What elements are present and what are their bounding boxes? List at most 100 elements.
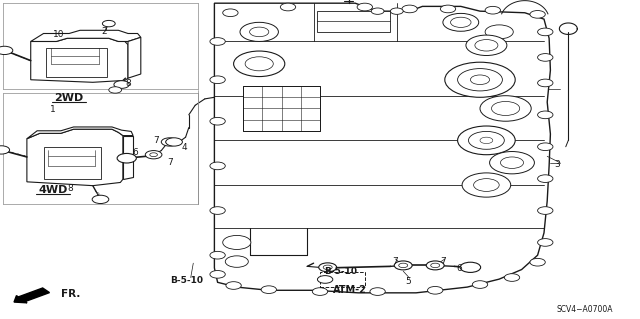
Text: 7: 7 xyxy=(440,257,445,266)
Text: ATM-2: ATM-2 xyxy=(333,285,367,295)
Circle shape xyxy=(323,265,332,270)
Text: 2: 2 xyxy=(101,27,106,36)
Circle shape xyxy=(250,27,269,37)
Text: 3: 3 xyxy=(554,160,559,169)
Circle shape xyxy=(445,62,515,97)
Text: FR.: FR. xyxy=(61,289,80,299)
Circle shape xyxy=(210,38,225,45)
Circle shape xyxy=(538,28,553,36)
Circle shape xyxy=(317,276,333,283)
Circle shape xyxy=(431,263,440,268)
Circle shape xyxy=(370,288,385,295)
Circle shape xyxy=(371,8,384,14)
Text: B-5-10: B-5-10 xyxy=(324,267,357,276)
Circle shape xyxy=(166,138,182,146)
Circle shape xyxy=(474,179,499,191)
Circle shape xyxy=(210,207,225,214)
Circle shape xyxy=(117,153,136,163)
Circle shape xyxy=(210,271,225,278)
Text: 7: 7 xyxy=(154,137,159,145)
Circle shape xyxy=(500,157,524,168)
Bar xyxy=(317,11,390,32)
Circle shape xyxy=(470,75,490,85)
Circle shape xyxy=(443,13,479,31)
Circle shape xyxy=(538,207,553,214)
Text: 1: 1 xyxy=(50,105,55,114)
Circle shape xyxy=(485,25,513,39)
Circle shape xyxy=(460,262,481,272)
Bar xyxy=(44,147,101,179)
Circle shape xyxy=(468,131,504,149)
Circle shape xyxy=(210,76,225,84)
Circle shape xyxy=(394,261,412,270)
Circle shape xyxy=(245,57,273,71)
FancyArrow shape xyxy=(14,288,49,303)
Text: 4: 4 xyxy=(182,143,187,152)
Text: SCV4−A0700A: SCV4−A0700A xyxy=(557,305,613,314)
Circle shape xyxy=(109,87,122,93)
Circle shape xyxy=(0,146,10,154)
Circle shape xyxy=(150,153,157,157)
Text: 7: 7 xyxy=(393,257,398,266)
Circle shape xyxy=(210,162,225,170)
Circle shape xyxy=(280,3,296,11)
Circle shape xyxy=(225,256,248,267)
Circle shape xyxy=(538,79,553,87)
Circle shape xyxy=(440,5,456,13)
Circle shape xyxy=(462,173,511,197)
Polygon shape xyxy=(128,37,141,78)
Circle shape xyxy=(466,35,507,56)
Text: B-5-10: B-5-10 xyxy=(170,276,204,285)
Polygon shape xyxy=(31,30,141,41)
Circle shape xyxy=(538,143,553,151)
Circle shape xyxy=(490,152,534,174)
Bar xyxy=(46,48,107,77)
Circle shape xyxy=(92,195,109,204)
Circle shape xyxy=(210,117,225,125)
Circle shape xyxy=(234,51,285,77)
Circle shape xyxy=(530,11,545,18)
Text: 6: 6 xyxy=(133,148,138,157)
Circle shape xyxy=(102,20,115,27)
Text: 5: 5 xyxy=(406,277,411,286)
Circle shape xyxy=(402,5,417,13)
Circle shape xyxy=(210,251,225,259)
Circle shape xyxy=(145,151,162,159)
Circle shape xyxy=(161,138,178,146)
Text: 2WD: 2WD xyxy=(54,93,84,103)
Circle shape xyxy=(319,263,337,272)
Polygon shape xyxy=(27,129,123,186)
Circle shape xyxy=(312,288,328,295)
Circle shape xyxy=(530,258,545,266)
Circle shape xyxy=(0,46,13,55)
Polygon shape xyxy=(123,136,133,179)
Circle shape xyxy=(226,282,241,289)
Circle shape xyxy=(426,261,444,270)
Circle shape xyxy=(261,286,276,293)
Text: 4WD: 4WD xyxy=(38,185,68,195)
Circle shape xyxy=(357,3,372,11)
Circle shape xyxy=(480,96,531,121)
Text: 8: 8 xyxy=(125,79,131,88)
Circle shape xyxy=(480,137,493,144)
Circle shape xyxy=(458,69,502,91)
Circle shape xyxy=(538,239,553,246)
Polygon shape xyxy=(27,127,133,139)
Circle shape xyxy=(475,40,498,51)
Circle shape xyxy=(114,81,129,88)
Circle shape xyxy=(166,140,173,144)
Bar xyxy=(243,86,320,131)
Text: 8: 8 xyxy=(68,184,73,193)
Circle shape xyxy=(485,6,500,14)
Circle shape xyxy=(504,274,520,281)
Circle shape xyxy=(428,286,443,294)
Circle shape xyxy=(451,17,471,27)
Circle shape xyxy=(390,8,403,14)
Circle shape xyxy=(472,281,488,288)
Circle shape xyxy=(458,126,515,155)
Circle shape xyxy=(492,101,520,115)
Text: 7: 7 xyxy=(167,158,172,167)
Circle shape xyxy=(223,235,251,249)
Circle shape xyxy=(399,263,408,268)
Polygon shape xyxy=(31,38,128,82)
